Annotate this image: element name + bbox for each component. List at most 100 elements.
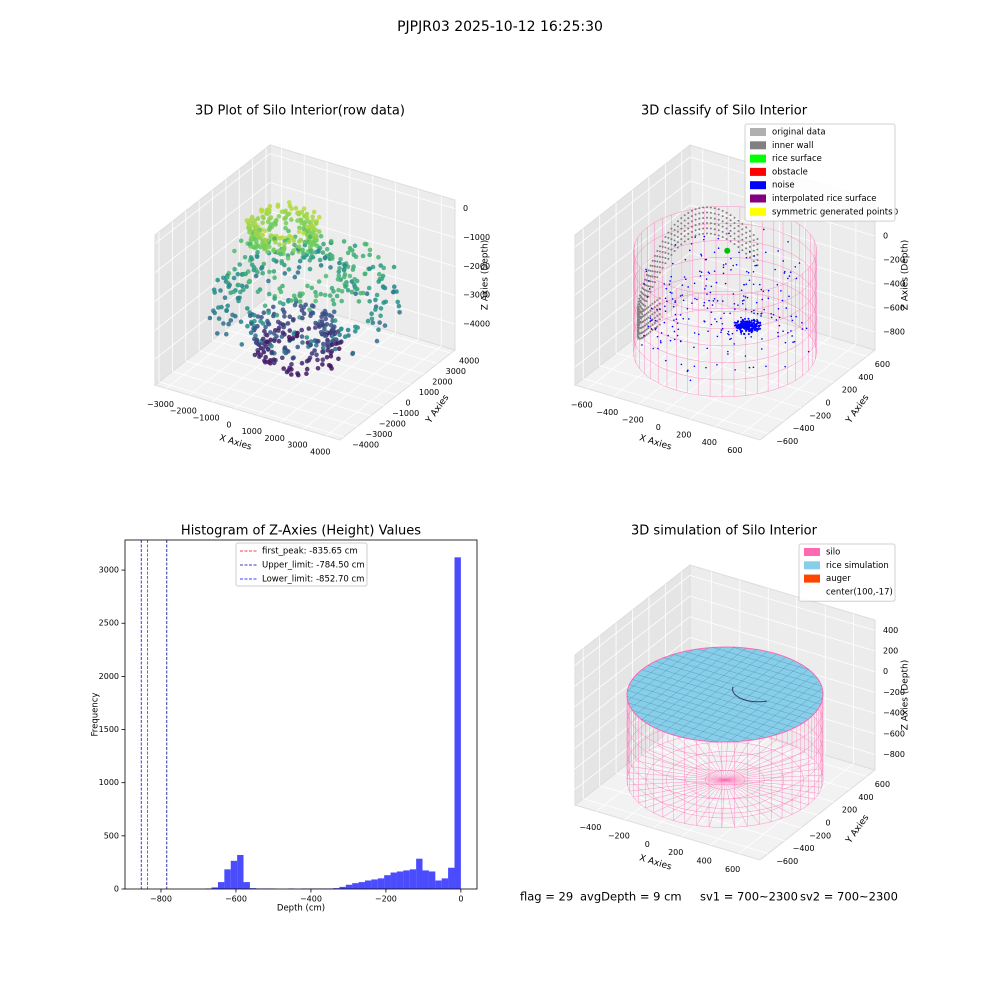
scatter-point: [271, 360, 277, 366]
status-text: flag = 29: [520, 890, 573, 904]
wall-point: [649, 285, 652, 288]
y-tick-label: 2000: [432, 378, 452, 387]
wall-point: [656, 265, 659, 268]
silo-floor: [724, 757, 812, 781]
wall-point: [667, 247, 670, 250]
noise-point: [793, 340, 796, 343]
scatter-point: [279, 260, 285, 266]
wall-point: [642, 298, 645, 301]
wall-point: [687, 217, 690, 220]
scatter-point: [291, 248, 296, 253]
scatter-point: [253, 245, 259, 250]
noise-point: [693, 346, 695, 349]
z-tick-label: 200: [883, 647, 898, 656]
silo-floor-ring: [705, 770, 745, 790]
y-tick-label: 1000: [419, 388, 439, 397]
scatter-point: [281, 245, 287, 250]
wall-point: [661, 261, 664, 264]
scatter-point: [336, 346, 342, 352]
scatter-point: [310, 214, 316, 220]
status-text: avgDepth = 9 cm: [580, 890, 682, 904]
noise-point: [733, 343, 735, 345]
wall-point: [658, 297, 661, 300]
wall-point: [737, 235, 740, 238]
scatter-point: [262, 303, 268, 309]
noise-point: [755, 327, 758, 330]
scatter-point: [271, 304, 276, 310]
silo-floor: [631, 766, 726, 781]
noise-point: [752, 283, 755, 286]
wall-point: [717, 224, 720, 227]
noise-point: [724, 282, 727, 285]
wall-point: [725, 211, 728, 214]
surface-mesh: [775, 697, 823, 736]
legend-label: noise: [772, 181, 795, 191]
scatter-point: [261, 261, 267, 267]
scatter-point: [336, 287, 341, 293]
wall-point: [658, 260, 661, 263]
wall-point: [643, 314, 646, 317]
noise-point: [648, 288, 651, 290]
wall-point: [664, 241, 667, 244]
y-tick-label: 200: [842, 806, 857, 815]
scatter-point: [329, 253, 335, 259]
noise-point: [737, 304, 739, 306]
x-tick-label: −1000: [193, 413, 220, 422]
wall-point: [717, 208, 720, 211]
scatter-point: [396, 303, 402, 309]
noise-point: [795, 315, 797, 318]
noise-point: [671, 262, 674, 265]
noise-point: [778, 316, 781, 319]
wall-point: [643, 319, 646, 322]
noise-point: [778, 324, 781, 327]
noise-point: [763, 228, 765, 231]
wall-point: [698, 228, 701, 231]
scatter-point: [321, 311, 327, 317]
wall-point: [752, 260, 755, 263]
noise-point: [748, 330, 751, 333]
scatter-point: [293, 205, 299, 211]
scatter-point: [218, 288, 223, 293]
wall-point: [656, 314, 659, 317]
noise-point: [746, 296, 749, 299]
scatter-point: [248, 227, 253, 233]
surface-mesh: [703, 664, 802, 742]
z-tick-label: 0: [883, 667, 888, 676]
scatter-point: [277, 242, 282, 247]
noise-point: [710, 311, 713, 314]
wall-point: [656, 249, 659, 252]
wall-point: [683, 214, 686, 217]
noise-point: [649, 317, 652, 320]
noise-point: [798, 262, 801, 264]
grid-line: [212, 339, 398, 396]
scatter-point: [249, 256, 255, 262]
wall-point: [653, 275, 656, 278]
wall-point: [756, 237, 759, 240]
surface-mesh: [732, 647, 810, 670]
grid-line: [269, 182, 456, 238]
noise-point: [807, 350, 810, 353]
scatter-point: [276, 214, 282, 219]
wall-point: [737, 219, 740, 222]
bar: [243, 882, 250, 889]
noise-point: [761, 338, 763, 340]
silo-floor: [635, 760, 726, 781]
wall-point: [737, 224, 740, 227]
scatter-point: [338, 340, 343, 345]
surface-mesh: [715, 669, 809, 742]
noise-point: [716, 300, 719, 302]
scatter-point: [307, 266, 313, 272]
wall-point: [656, 320, 659, 323]
noise-point: [751, 329, 754, 332]
scatter-point: [392, 284, 397, 290]
wall-point: [733, 216, 736, 219]
legend-swatch: [750, 128, 766, 136]
scatter-point: [309, 303, 315, 308]
scatter-point: [282, 314, 287, 319]
noise-point: [646, 296, 649, 298]
bar: [345, 884, 353, 889]
wall-point: [642, 320, 645, 323]
scatter-point: [219, 304, 224, 310]
scatter-point: [258, 318, 263, 324]
noise-point: [717, 237, 720, 240]
